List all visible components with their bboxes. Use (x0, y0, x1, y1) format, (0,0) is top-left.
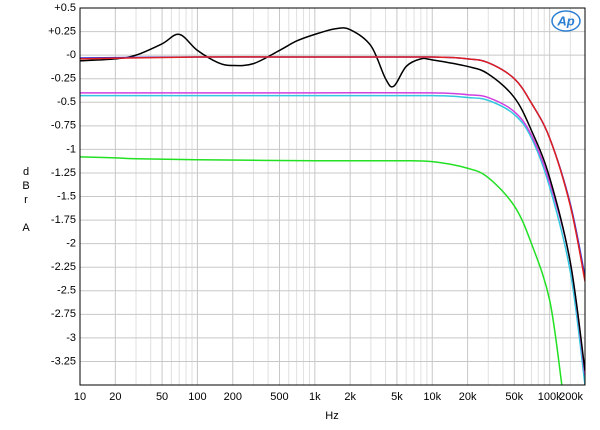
y-tick-label: -1.25 (51, 167, 76, 179)
y-tick-label: -3.25 (51, 355, 76, 367)
y-tick-label: -1.5 (57, 190, 76, 202)
x-tick-label: 200k (559, 391, 583, 403)
x-tick-label: 2k (344, 391, 356, 403)
series-line (80, 91, 585, 376)
logo-ring (551, 10, 581, 32)
x-tick-label: 50k (505, 391, 523, 403)
y-axis-label: B (22, 180, 29, 192)
x-tick-label: 100k (538, 391, 562, 403)
series-line (80, 94, 585, 386)
grid (79, 7, 586, 385)
x-tick-label: 1k (309, 391, 321, 403)
x-tick-label: 20k (459, 391, 477, 403)
y-axis-label: r (24, 194, 28, 206)
y-tick-label: -2.25 (51, 261, 76, 273)
y-tick-label: -0.75 (51, 120, 76, 132)
x-tick-label: 50 (156, 391, 168, 403)
y-tick-label: -2.5 (57, 285, 76, 297)
y-axis-label: d (23, 166, 29, 178)
y-tick-label: -3 (66, 332, 76, 344)
y-tick-label: +0.25 (48, 25, 76, 37)
y-tick-label: -2 (66, 238, 76, 250)
x-tick-label: 200 (224, 391, 242, 403)
y-tick-label: +0.5 (54, 2, 76, 14)
y-axis-label: A (22, 222, 30, 234)
x-tick-label: 500 (270, 391, 288, 403)
y-tick-label: -1 (66, 143, 76, 155)
y-tick-label: -0.25 (51, 73, 76, 85)
x-tick-label: 20 (109, 391, 121, 403)
plot-frame (79, 7, 586, 386)
x-tick-label: 100 (188, 391, 206, 403)
series-line (80, 156, 563, 386)
series-line (80, 27, 585, 371)
x-tick-label: 10k (423, 391, 441, 403)
logo: Ap (556, 13, 574, 28)
y-tick-label: -1.75 (51, 214, 76, 226)
x-tick-label: 10 (74, 391, 86, 403)
x-tick-label: 5k (391, 391, 403, 403)
y-tick-label: -2.75 (51, 308, 76, 320)
lines (80, 27, 585, 386)
y-tick-label: -0 (66, 49, 76, 61)
x-axis-label: Hz (325, 410, 338, 422)
y-tick-label: -0.5 (57, 96, 76, 108)
series-line (80, 56, 585, 282)
